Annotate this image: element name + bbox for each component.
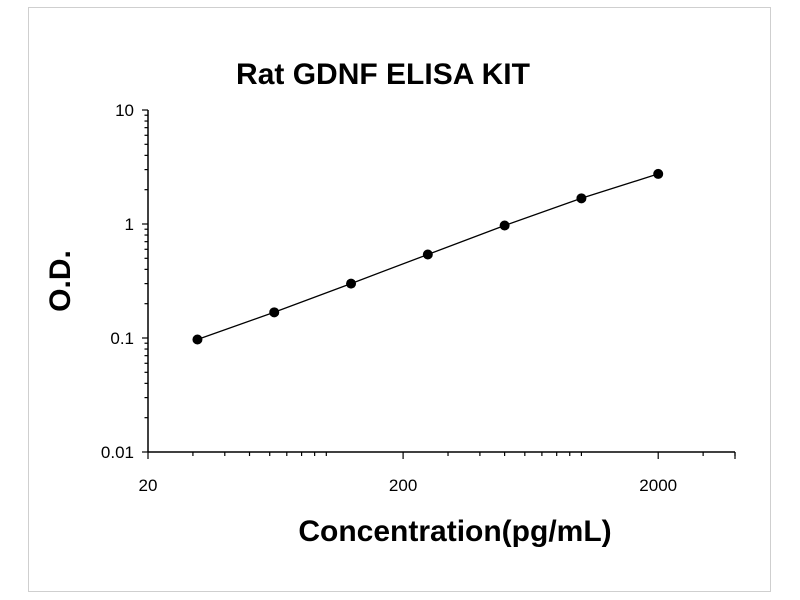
- data-point: [499, 220, 510, 231]
- data-point: [422, 249, 433, 260]
- chart-title: Rat GDNF ELISA KIT: [236, 58, 530, 91]
- ticks: [142, 109, 736, 459]
- tick-labels: 10 1 0.1 0.01 20 200 2000: [101, 101, 677, 495]
- x-tick-label: 2000: [639, 476, 677, 495]
- y-axis-title: O.D.: [44, 250, 77, 312]
- data-point: [192, 334, 203, 345]
- y-tick-label: 1: [125, 215, 134, 234]
- chart-frame: [28, 7, 771, 592]
- data-points: [192, 168, 664, 345]
- y-tick-label: 10: [115, 101, 134, 120]
- y-tick-label: 0.1: [110, 329, 134, 348]
- x-tick-label: 200: [389, 476, 417, 495]
- data-point: [653, 168, 664, 179]
- axes: [147, 110, 735, 453]
- y-tick-label: 0.01: [101, 443, 134, 462]
- data-point: [269, 307, 280, 318]
- x-axis-title: Concentration(pg/mL): [298, 515, 611, 548]
- data-point: [346, 278, 357, 289]
- x-tick-label: 20: [139, 476, 158, 495]
- data-point: [576, 193, 587, 204]
